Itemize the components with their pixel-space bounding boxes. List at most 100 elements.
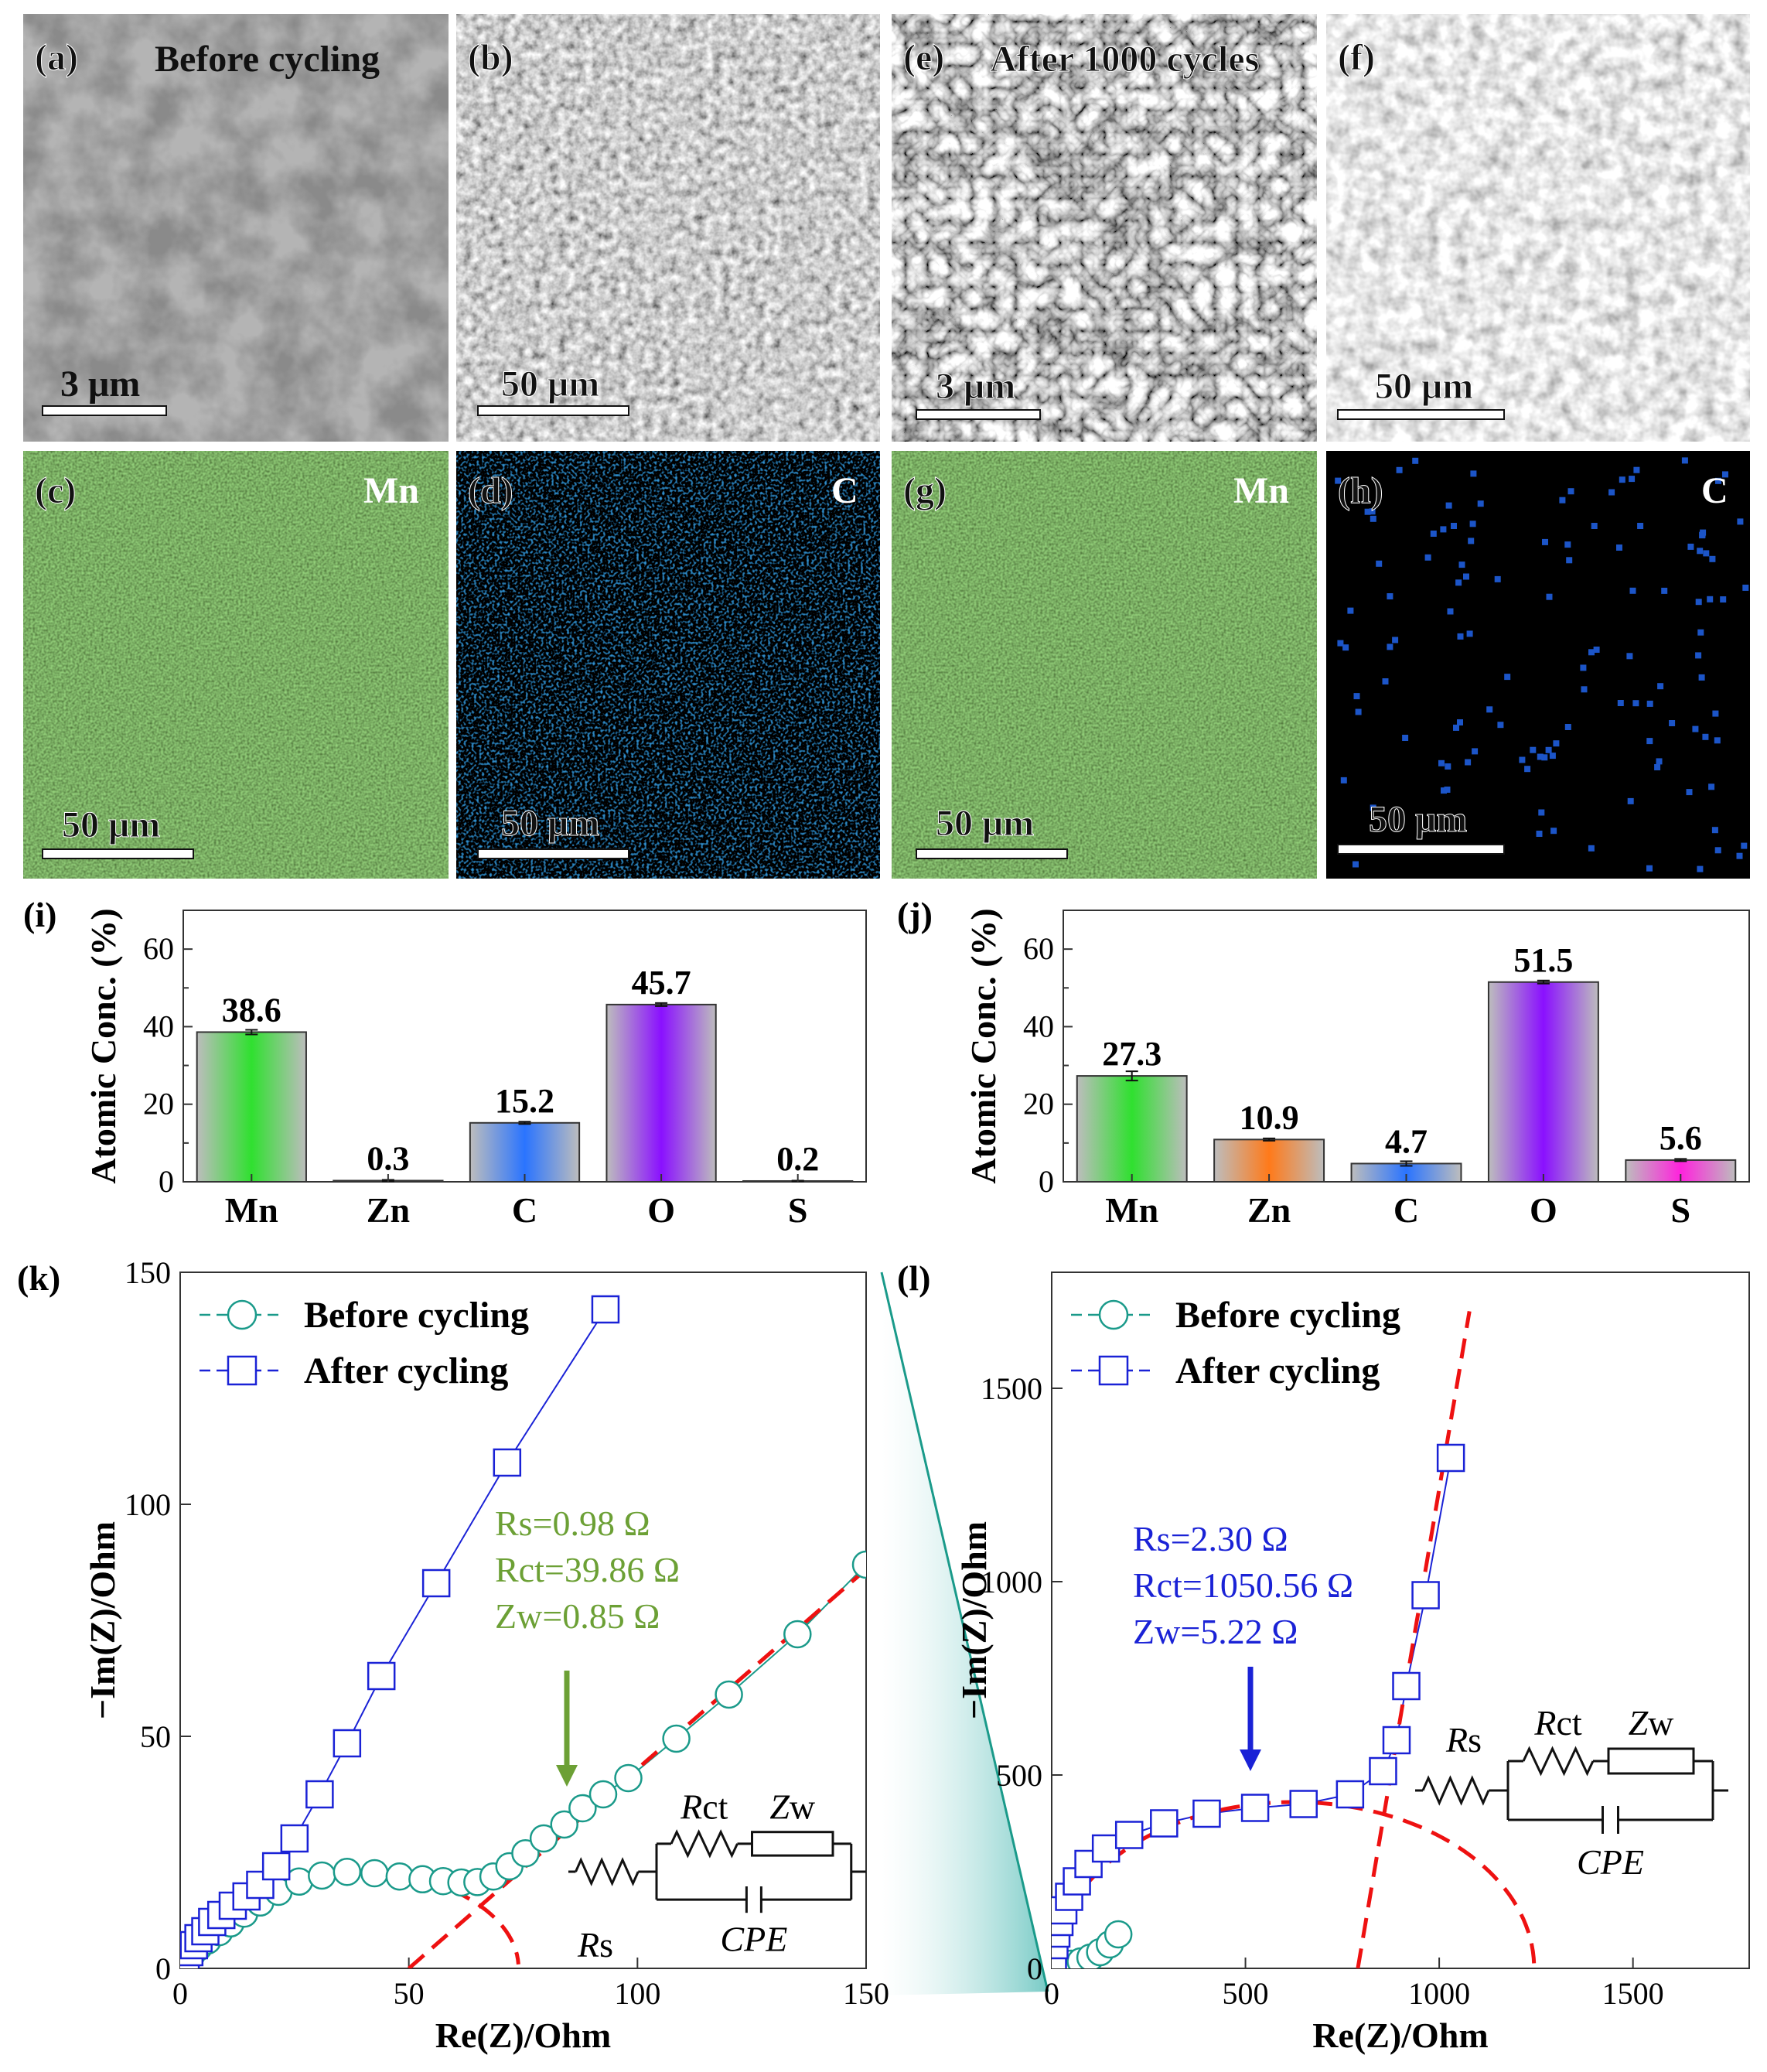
eds-dot <box>1637 523 1644 529</box>
bar-chart-i: (i) 0 20 40 60 38.6 Mn 0.3 Zn 15.2 C 45.7 O 0.2 S Atom… <box>23 895 867 1230</box>
zoom-wedge-edge <box>880 1272 1049 1992</box>
y-tick-label: 0 <box>155 1951 171 1986</box>
bar-value-label: 0.3 <box>367 1139 409 1177</box>
element-label-c: Mn <box>363 470 419 511</box>
fit-annotation-line: Rs=2.30 Ω <box>1133 1519 1288 1558</box>
eds-dot <box>1695 599 1702 606</box>
y-tick-label: 1500 <box>981 1371 1042 1406</box>
eds-map-h: (h) C 50 μm <box>1326 451 1750 879</box>
x-tick-label: Zn <box>367 1190 410 1230</box>
eds-dot <box>1545 746 1552 753</box>
fit-annotation-line: Rct=39.86 Ω <box>495 1550 680 1589</box>
eds-dot <box>1720 596 1727 602</box>
eds-dot <box>1396 466 1403 473</box>
eis-chart-k: (k) 0 50 100 150 0 50 100 150 Re(Z)/Ohm −Im(Z)/Oh… <box>17 1255 889 2055</box>
eds-dot <box>1550 828 1557 835</box>
y-tick-label: 60 <box>1023 931 1054 966</box>
eds-dot <box>1477 500 1484 507</box>
x-tick-label: O <box>1530 1190 1557 1230</box>
data-point-before <box>333 1857 362 1886</box>
eds-dot <box>1715 477 1721 484</box>
data-point-before <box>588 1780 618 1809</box>
eds-dot <box>1711 827 1718 834</box>
eds-dot <box>1519 756 1526 763</box>
scale-label-f: 50 μm <box>1375 366 1473 407</box>
eds-dot <box>1593 647 1600 653</box>
data-point-before <box>715 1680 743 1709</box>
data-point-after <box>1369 1756 1397 1786</box>
eds-dot <box>1387 643 1393 650</box>
panel-label-e: (e) <box>903 37 944 78</box>
data-point-before <box>529 1824 558 1853</box>
eds-dot <box>1453 724 1459 731</box>
eds-dot <box>1697 865 1704 872</box>
legend-marker-after <box>1098 1355 1129 1386</box>
circuit-label-rct: Rct <box>680 1787 728 1827</box>
data-point-before <box>662 1724 691 1753</box>
bar-value-label: 51.5 <box>1513 941 1573 979</box>
eds-dot <box>1369 508 1376 515</box>
bar-value-label: 0.2 <box>776 1140 819 1178</box>
eds-dot <box>1340 777 1347 783</box>
eds-dot <box>1466 630 1473 637</box>
scale-label-b: 50 μm <box>501 364 599 405</box>
legend-marker-before <box>1098 1299 1129 1330</box>
eds-dot <box>1559 497 1566 503</box>
eds-dot <box>1608 489 1615 496</box>
bar-value-label: 15.2 <box>495 1082 554 1120</box>
x-tick-label: 100 <box>614 1976 660 2011</box>
eds-dot <box>1465 759 1472 766</box>
data-point-before <box>568 1794 597 1823</box>
eds-dot <box>1629 587 1636 594</box>
eds-dot <box>1661 587 1668 594</box>
eds-dot <box>1387 593 1393 599</box>
y-axis-title: Atomic Conc. (%) <box>964 908 1003 1183</box>
eds-dot <box>1697 629 1704 636</box>
eds-dot <box>1687 543 1694 550</box>
x-tick-label: 0 <box>1044 1976 1059 2011</box>
x-tick-label: S <box>1671 1190 1691 1230</box>
y-tick-label: 20 <box>1023 1087 1054 1121</box>
eds-dot <box>1591 523 1598 529</box>
eds-dot <box>1468 538 1475 544</box>
legend-label-after: After cycling <box>304 1350 508 1391</box>
x-axis-title: Re(Z)/Ohm <box>1312 2016 1488 2055</box>
data-point-after <box>591 1295 620 1324</box>
eds-dot <box>1445 763 1451 770</box>
legend-label-before: Before cycling <box>304 1295 529 1336</box>
legend-marker-after <box>227 1355 258 1386</box>
bar-chart-j: (j) 0 20 40 60 27.3 Mn 10.9 Zn 4.7 C 51.5 O 5.6 S Atom… <box>897 895 1750 1230</box>
data-point-after <box>280 1824 309 1853</box>
bar-o <box>1487 981 1599 1183</box>
eds-dot <box>1633 466 1640 473</box>
eds-dot <box>1444 787 1451 793</box>
circuit-label-zw: Zw <box>1629 1703 1675 1743</box>
panel-label-g: (g) <box>903 470 947 511</box>
y-tick-label: 50 <box>140 1719 171 1754</box>
eds-dot <box>1472 748 1479 755</box>
element-label-h: C <box>1701 470 1728 511</box>
sem-image-e: (e) After 1000 cycles 3 μm <box>892 14 1317 442</box>
scale-label-e: 3 μm <box>936 366 1015 407</box>
annotation-arrow-head <box>1240 1749 1261 1771</box>
y-tick-label: 0 <box>159 1164 174 1199</box>
sem-image-f: (f) 50 μm <box>1326 14 1750 442</box>
eds-dot <box>1742 584 1749 591</box>
eds-dot <box>1629 476 1636 483</box>
eds-dot <box>1703 550 1710 557</box>
eds-dot <box>1382 678 1389 684</box>
eds-dot <box>1451 523 1457 529</box>
data-point-before <box>783 1620 812 1649</box>
x-tick-label: Mn <box>225 1190 278 1230</box>
scale-label-a: 3 μm <box>60 364 140 405</box>
panel-label-c: (c) <box>35 470 76 511</box>
eds-dot <box>1564 724 1571 730</box>
eds-dot <box>1440 526 1447 533</box>
data-point-after <box>1411 1581 1440 1609</box>
legend-label-before: Before cycling <box>1175 1295 1400 1336</box>
plot-frame <box>179 1272 867 1969</box>
eds-dot <box>1686 789 1693 796</box>
panel-label-l: (l) <box>897 1258 930 1298</box>
eds-dot <box>1469 521 1476 527</box>
